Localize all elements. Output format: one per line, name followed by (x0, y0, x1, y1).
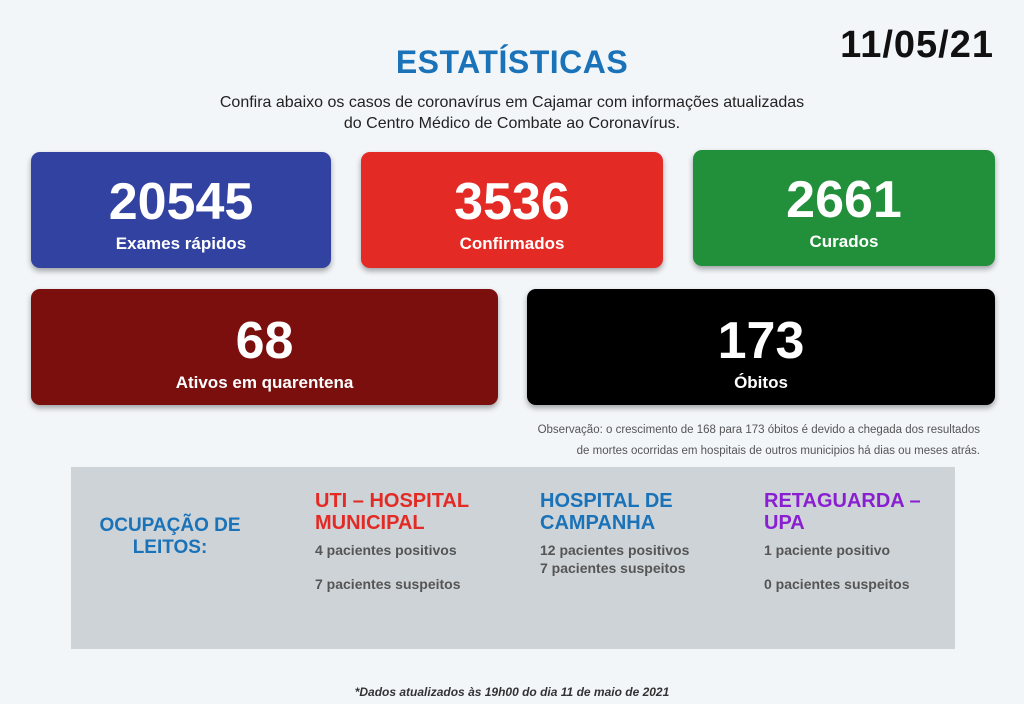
observation-line-1: Observação: o crescimento de 168 para 17… (537, 424, 980, 436)
field-hospital-suspect: 7 pacientes suspeitos (540, 560, 686, 576)
rapid-tests-label: Exames rápidos (115, 234, 247, 253)
active-quarantine-label: Ativos em quarentena (175, 373, 354, 392)
retaguarda-upa-positive: 1 paciente positivo (764, 542, 891, 558)
active-quarantine-card: 68 Ativos em quarentena (31, 289, 498, 405)
field-hospital-heading-line-1: HOSPITAL DE (540, 490, 673, 512)
retaguarda-upa-column: RETAGUARDA – UPA 1 paciente positivo 0 p… (764, 490, 944, 592)
recovered-card: 2661 Curados (693, 150, 995, 266)
date-label: 11/05/21 (840, 24, 994, 66)
page-subtitle: Confira abaixo os casos de coronavírus e… (180, 92, 844, 134)
observation-note: Observação: o crescimento de 168 para 17… (510, 420, 980, 462)
field-hospital-heading-line-2: CAMPANHA (540, 512, 656, 534)
confirmed-value: 3536 (454, 173, 570, 231)
retaguarda-upa-heading-line-1: RETAGUARDA – (764, 490, 921, 512)
uti-municipal-heading-line-1: UTI – HOSPITAL (315, 490, 470, 512)
uti-municipal-suspect: 7 pacientes suspeitos (315, 576, 461, 592)
deaths-card: 173 Óbitos (527, 289, 995, 405)
field-hospital-positive: 12 pacientes positivos (540, 542, 690, 558)
uti-municipal-positive: 4 pacientes positivos (315, 542, 457, 558)
update-footnote: *Dados atualizados às 19h00 do dia 11 de… (354, 685, 670, 699)
uti-municipal-column: UTI – HOSPITAL MUNICIPAL 4 pacientes pos… (315, 490, 515, 592)
recovered-label: Curados (809, 232, 879, 251)
rapid-tests-card: 20545 Exames rápidos (31, 152, 331, 268)
field-hospital-column: HOSPITAL DE CAMPANHA 12 pacientes positi… (540, 490, 740, 576)
subtitle-line-1: Confira abaixo os casos de coronavírus e… (219, 94, 805, 111)
rapid-tests-value: 20545 (108, 173, 254, 231)
deaths-value: 173 (717, 312, 805, 370)
subtitle-line-2: do Centro Médico de Combate ao Coronavír… (343, 115, 681, 132)
occupancy-heading: OCUPAÇÃO DE LEITOS: (85, 515, 255, 559)
confirmed-label: Confirmados (459, 234, 565, 253)
occupancy-heading-line-2: LEITOS: (132, 537, 208, 558)
occupancy-heading-line-1: OCUPAÇÃO DE (99, 515, 241, 536)
confirmed-card: 3536 Confirmados (361, 152, 663, 268)
retaguarda-upa-heading-line-2: UPA (764, 512, 805, 534)
observation-line-2: de mortes ocorridas em hospitais de outr… (576, 445, 980, 457)
bed-occupancy-panel: OCUPAÇÃO DE LEITOS: UTI – HOSPITAL MUNIC… (71, 467, 955, 649)
recovered-value: 2661 (786, 171, 902, 229)
page-title: ESTATÍSTICAS (395, 44, 629, 80)
active-quarantine-value: 68 (235, 312, 294, 370)
deaths-label: Óbitos (734, 373, 788, 392)
uti-municipal-heading-line-2: MUNICIPAL (315, 512, 425, 534)
retaguarda-upa-suspect: 0 pacientes suspeitos (764, 576, 910, 592)
